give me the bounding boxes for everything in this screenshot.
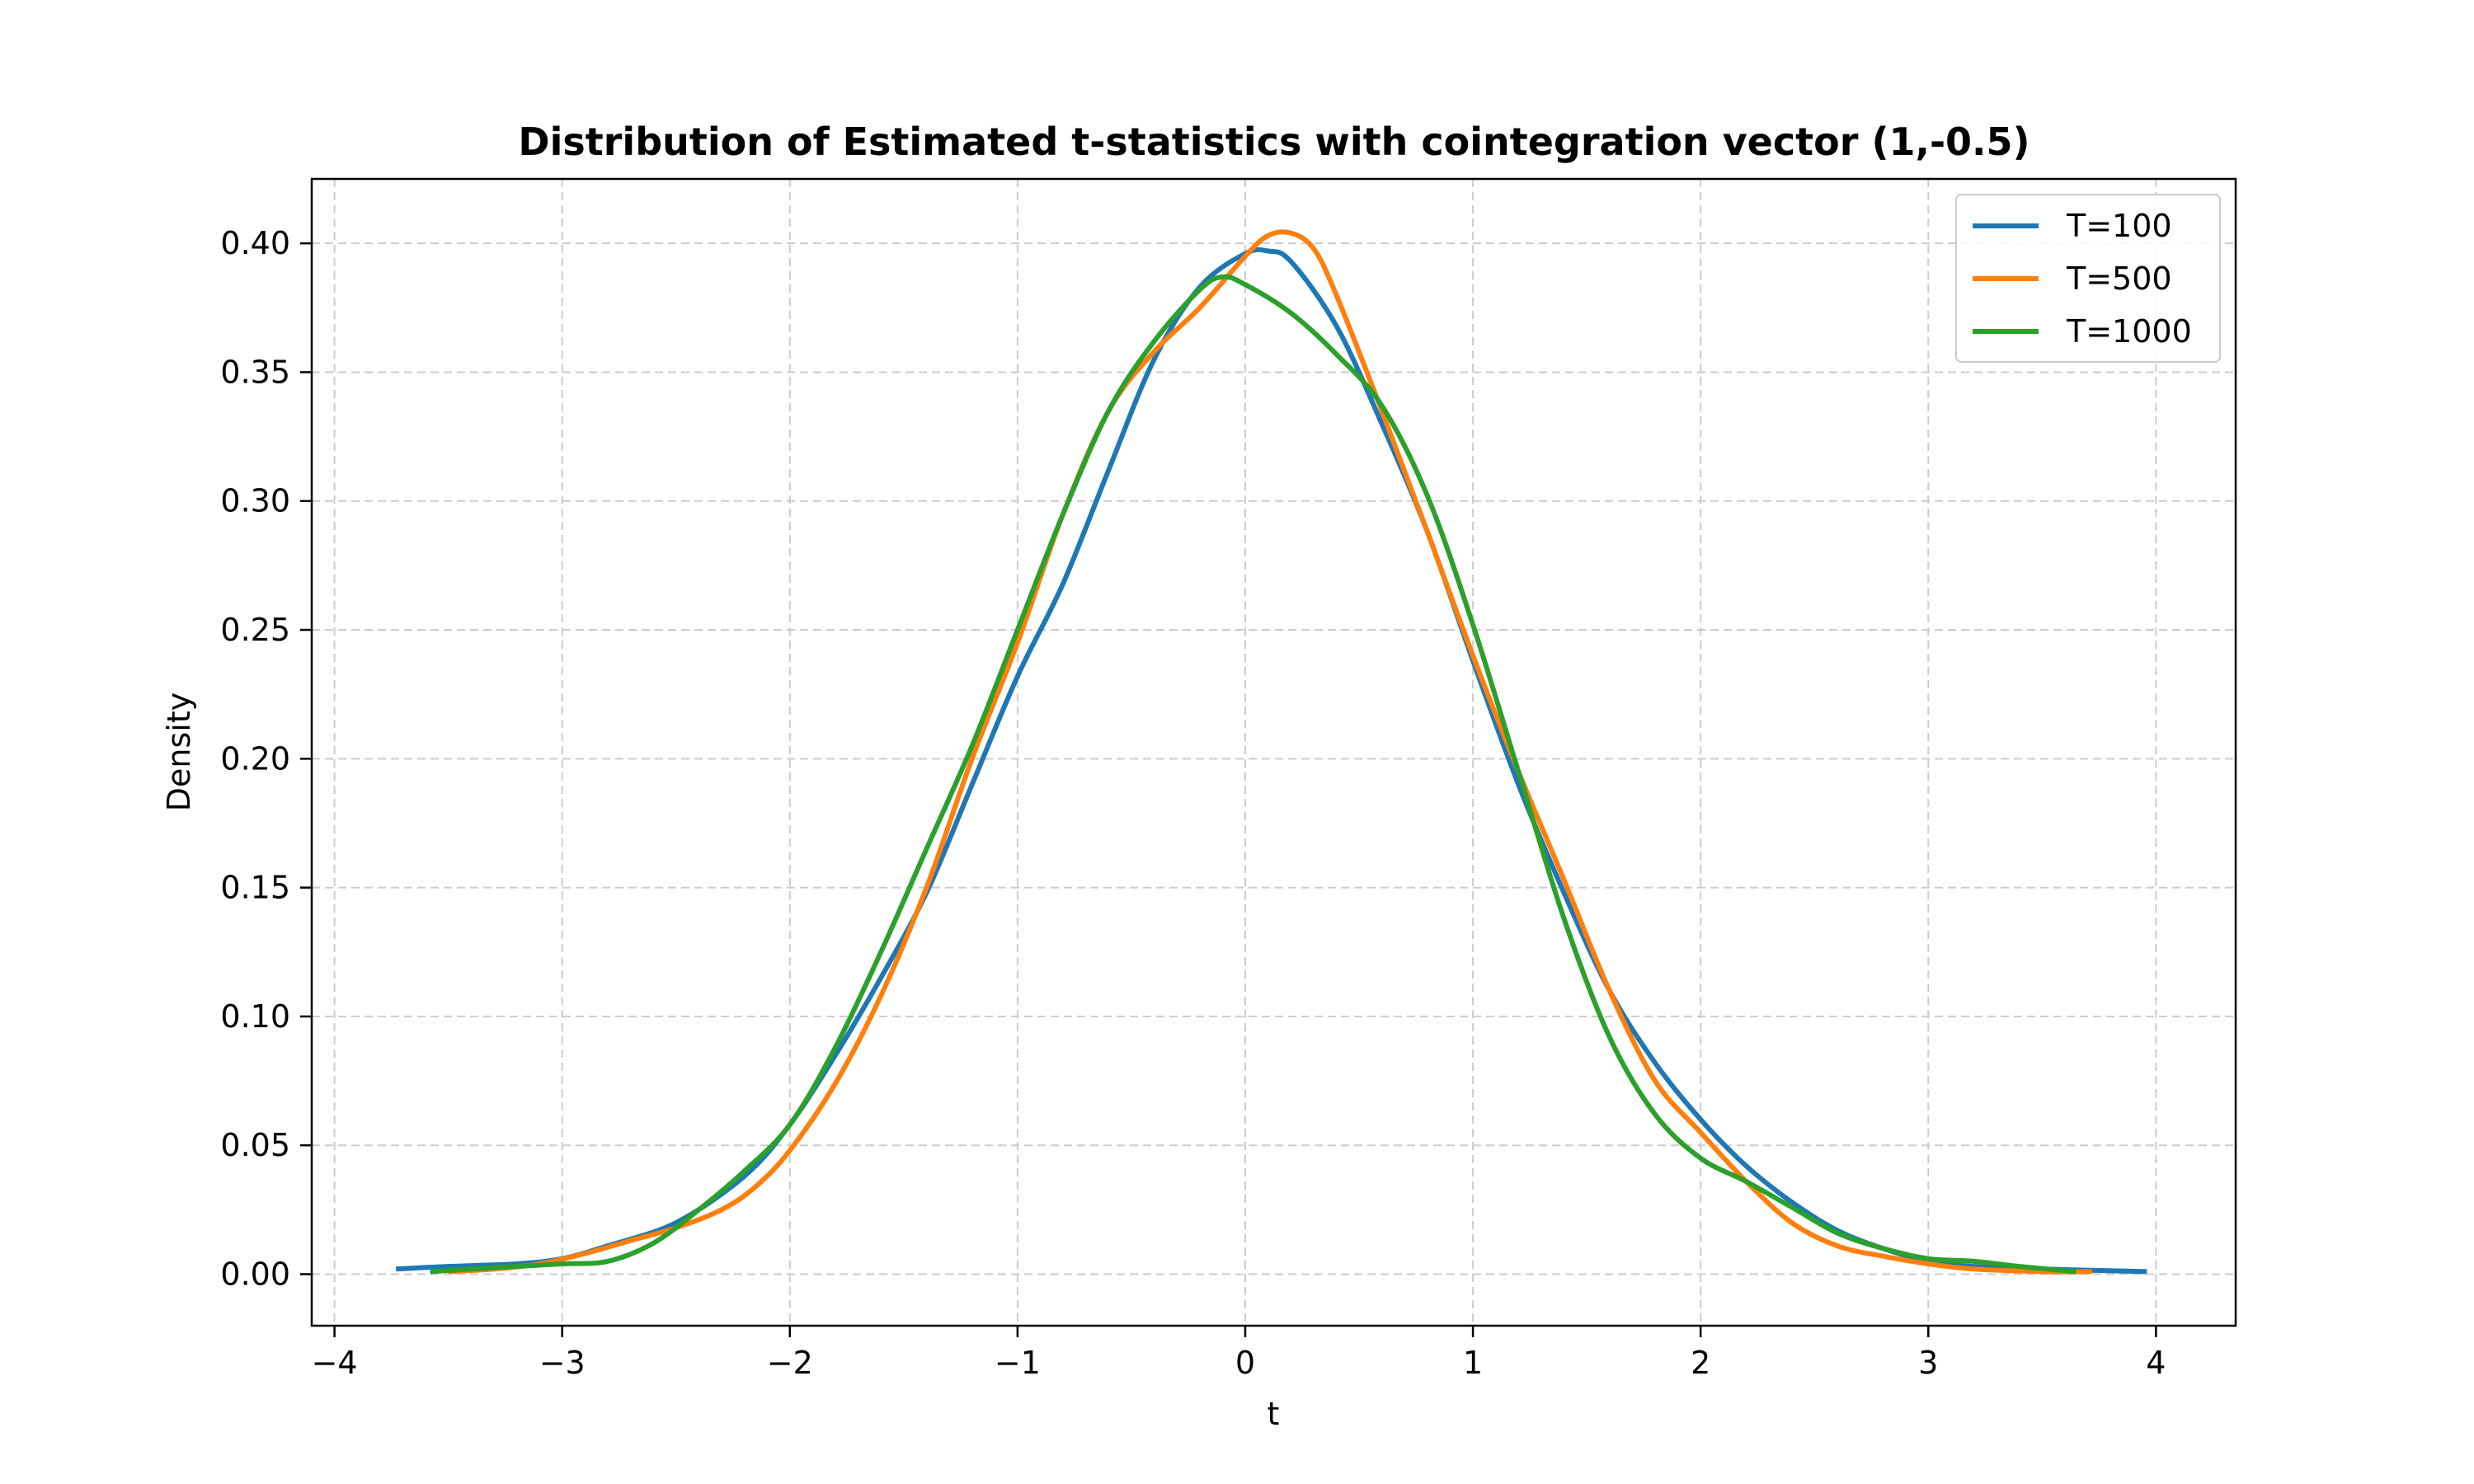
legend: T=100 T=500 T=1000	[1955, 194, 2221, 363]
series-line-t-500	[448, 229, 2093, 1275]
series-line-t-1000	[430, 274, 2077, 1275]
legend-label-t-500: T=500	[2066, 261, 2172, 297]
x-tick-label: −1	[995, 1345, 1041, 1381]
x-axis-label: t	[1268, 1396, 1280, 1432]
legend-label-t-1000: T=1000	[2066, 313, 2192, 350]
series-group	[396, 229, 2147, 1275]
x-tick-label: 4	[2146, 1345, 2166, 1381]
x-tick-label: 0	[1235, 1345, 1255, 1381]
y-tick-label: 0.20	[220, 740, 290, 777]
y-axis: 0.00 0.05 0.10 0.15 0.20 0.25 0.30 0.35 0.40	[220, 225, 312, 1292]
x-tick-label: 1	[1463, 1345, 1483, 1381]
y-tick-label: 0.25	[220, 612, 290, 648]
y-tick-label: 0.05	[220, 1127, 290, 1163]
y-tick-label: 0.00	[220, 1256, 290, 1292]
x-tick-label: 2	[1691, 1345, 1710, 1381]
y-tick-label: 0.10	[220, 998, 290, 1035]
y-tick-label: 0.35	[220, 354, 290, 390]
y-axis-label: Density	[161, 693, 197, 811]
x-tick-label: −3	[539, 1345, 586, 1381]
y-tick-label: 0.40	[220, 225, 290, 261]
x-tick-label: −4	[312, 1345, 358, 1381]
x-axis: −4 −3 −2 −1 0 1 2 3 4	[312, 1326, 2166, 1381]
y-tick-label: 0.30	[220, 483, 290, 519]
plot-frame	[310, 177, 2237, 1327]
legend-label-t-100: T=100	[2066, 208, 2172, 244]
x-tick-label: −2	[767, 1345, 813, 1381]
grid	[312, 179, 2236, 1326]
legend-box	[1955, 194, 2221, 363]
x-tick-label: 3	[1918, 1345, 1938, 1381]
chart-title: Distribution of Estimated t-statistics w…	[518, 120, 2030, 164]
y-tick-label: 0.15	[220, 870, 290, 906]
